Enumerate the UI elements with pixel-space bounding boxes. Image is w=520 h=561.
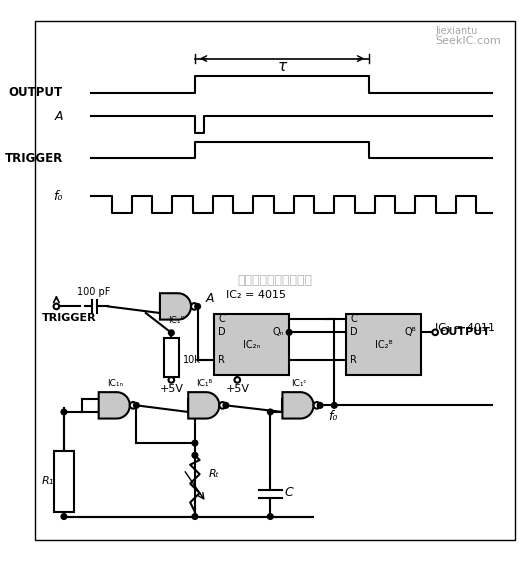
Circle shape bbox=[267, 409, 273, 415]
Text: IC₁ᶜ: IC₁ᶜ bbox=[291, 379, 306, 388]
Circle shape bbox=[130, 402, 136, 408]
Text: τ: τ bbox=[278, 59, 287, 73]
Text: Rₜ: Rₜ bbox=[209, 469, 220, 479]
Text: SeekIC.com: SeekIC.com bbox=[435, 36, 501, 45]
FancyBboxPatch shape bbox=[164, 338, 179, 377]
Circle shape bbox=[219, 402, 226, 408]
Text: 10k: 10k bbox=[183, 355, 201, 365]
Text: D: D bbox=[218, 327, 226, 337]
Text: C: C bbox=[284, 486, 293, 499]
Text: A: A bbox=[55, 109, 63, 122]
Text: TRIGGER: TRIGGER bbox=[5, 152, 63, 165]
Circle shape bbox=[432, 329, 438, 335]
Text: 100 pF: 100 pF bbox=[77, 287, 111, 297]
Circle shape bbox=[267, 514, 273, 519]
Text: IC₂ᴮ: IC₂ᴮ bbox=[374, 339, 392, 350]
PathPatch shape bbox=[282, 392, 314, 419]
Text: +5V: +5V bbox=[225, 384, 249, 394]
Circle shape bbox=[168, 377, 174, 383]
Circle shape bbox=[223, 403, 229, 408]
Circle shape bbox=[134, 403, 139, 408]
Text: f₀: f₀ bbox=[54, 190, 63, 203]
Text: A: A bbox=[205, 292, 214, 305]
FancyBboxPatch shape bbox=[54, 450, 74, 512]
Text: IC₁ₙ: IC₁ₙ bbox=[107, 379, 123, 388]
Text: R₁: R₁ bbox=[42, 476, 54, 486]
Text: OUTPUT: OUTPUT bbox=[440, 327, 491, 337]
PathPatch shape bbox=[188, 392, 219, 419]
Circle shape bbox=[317, 403, 323, 408]
Text: IC₁ᴰ: IC₁ᴰ bbox=[167, 316, 185, 325]
Text: Qₙ: Qₙ bbox=[273, 327, 284, 337]
Text: 杭州将睷科技有限公司: 杭州将睷科技有限公司 bbox=[238, 274, 313, 287]
FancyBboxPatch shape bbox=[346, 314, 421, 375]
Text: C: C bbox=[218, 314, 225, 324]
Circle shape bbox=[54, 304, 59, 309]
Text: f₀: f₀ bbox=[328, 410, 337, 423]
Text: R: R bbox=[218, 355, 225, 365]
Circle shape bbox=[331, 403, 337, 408]
Text: D: D bbox=[350, 327, 358, 337]
Circle shape bbox=[195, 304, 201, 309]
Text: OUTPUT: OUTPUT bbox=[9, 86, 63, 99]
Circle shape bbox=[235, 377, 240, 383]
Text: +5V: +5V bbox=[159, 384, 184, 394]
Text: R: R bbox=[350, 355, 357, 365]
Text: TRIGGER: TRIGGER bbox=[42, 312, 97, 323]
Text: Jiexiantu: Jiexiantu bbox=[435, 26, 477, 36]
Text: IC₁ = 4011: IC₁ = 4011 bbox=[435, 323, 495, 333]
FancyBboxPatch shape bbox=[214, 314, 289, 375]
Circle shape bbox=[287, 329, 292, 335]
Text: IC₂ₙ: IC₂ₙ bbox=[243, 339, 260, 350]
Circle shape bbox=[191, 303, 198, 310]
Text: Qᴮ: Qᴮ bbox=[405, 327, 417, 337]
Circle shape bbox=[314, 402, 320, 408]
Circle shape bbox=[61, 409, 67, 415]
Circle shape bbox=[192, 453, 198, 458]
PathPatch shape bbox=[99, 392, 130, 419]
Circle shape bbox=[192, 514, 198, 519]
Circle shape bbox=[61, 514, 67, 519]
Text: C: C bbox=[350, 314, 357, 324]
PathPatch shape bbox=[160, 293, 191, 320]
Circle shape bbox=[168, 330, 174, 335]
Text: IC₂ = 4015: IC₂ = 4015 bbox=[226, 290, 286, 300]
Text: IC₁ᴮ: IC₁ᴮ bbox=[196, 379, 213, 388]
Circle shape bbox=[192, 440, 198, 446]
